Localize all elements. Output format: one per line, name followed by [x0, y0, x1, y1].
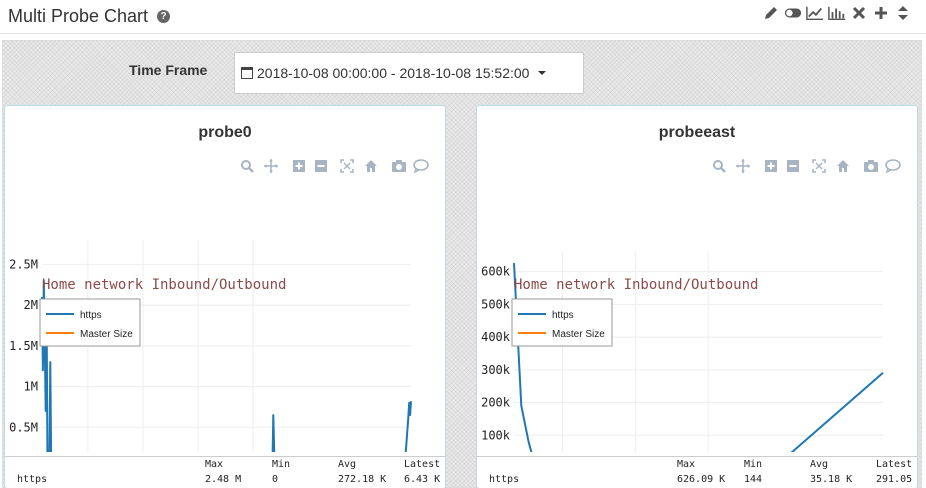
stats-header-latest: Latest — [876, 459, 912, 470]
modebar — [697, 158, 917, 176]
stats-avg: 35.18 K — [810, 474, 852, 485]
y-tick-label: 100k — [481, 428, 511, 442]
zoom-out-icon[interactable] — [313, 158, 329, 174]
chart-panel-probe0: probe0 00.5M1M1.5M2M2.5M12:0013:0014:001… — [4, 105, 446, 488]
y-tick-label: 300k — [481, 363, 511, 377]
chart-title: probeeast — [477, 124, 917, 142]
help-icon[interactable]: ? — [157, 10, 170, 23]
y-tick-label: 1.5M — [9, 339, 38, 353]
stats-header-latest: Latest — [404, 459, 440, 470]
legend-label[interactable]: Master Size — [552, 329, 605, 340]
stats-header-max: Max — [677, 459, 695, 470]
y-tick-label: 500k — [481, 297, 511, 311]
line-chart-icon[interactable] — [806, 4, 824, 22]
autoscale-icon[interactable] — [339, 158, 355, 174]
time-frame-picker[interactable]: 2018-10-08 00:00:00 - 2018-10-08 15:52:0… — [234, 52, 584, 94]
chart-plot: 0100k200k300k400k500k600k15:2015:3015:40… — [477, 162, 917, 452]
zoom-in-icon[interactable] — [763, 158, 779, 174]
stats-header: Max Min Avg Latest — [477, 459, 917, 473]
stats-table: Max Min Avg Latest https 626.09 K 144 35… — [477, 456, 917, 488]
modebar — [225, 158, 445, 176]
stats-series-name: https — [17, 474, 47, 485]
chart-panel-probeeast: probeeast 0100k200k300k400k500k600k15:20… — [476, 105, 918, 488]
pencil-icon[interactable] — [762, 4, 780, 22]
time-frame-value: 2018-10-08 00:00:00 - 2018-10-08 15:52:0… — [257, 65, 529, 81]
zoom-out-icon[interactable] — [785, 158, 801, 174]
camera-icon[interactable] — [863, 158, 879, 174]
stats-series-name: https — [489, 474, 519, 485]
legend-label[interactable]: https — [552, 310, 574, 321]
table-row: https 626.09 K 144 35.18 K 291.05 — [477, 474, 917, 488]
close-icon[interactable] — [850, 4, 868, 22]
stats-header-max: Max — [205, 459, 223, 470]
stats-latest: 291.05 — [876, 474, 912, 485]
content-frame: Time Frame 2018-10-08 00:00:00 - 2018-10… — [2, 40, 922, 488]
bar-chart-icon[interactable] — [828, 4, 846, 22]
chart-title: probe0 — [5, 124, 445, 142]
y-tick-label: 2.5M — [9, 257, 38, 271]
stats-header-min: Min — [272, 459, 290, 470]
stats-header: Max Min Avg Latest — [5, 459, 445, 473]
stats-table: Max Min Avg Latest https 2.48 M 0 272.18… — [5, 456, 445, 488]
toolbar — [762, 4, 912, 22]
y-tick-label: 2M — [24, 298, 38, 312]
camera-icon[interactable] — [391, 158, 407, 174]
zoom-icon[interactable] — [711, 158, 727, 174]
stats-avg: 272.18 K — [338, 474, 386, 485]
legend-label[interactable]: https — [80, 310, 102, 321]
chart-annotation: Home network Inbound/Outbound — [514, 277, 758, 293]
comment-icon[interactable] — [413, 158, 429, 174]
y-tick-label: 1M — [24, 380, 38, 394]
chart-plot: 00.5M1M1.5M2M2.5M12:0013:0014:0015:00Oct… — [5, 162, 445, 452]
stats-header-avg: Avg — [338, 459, 356, 470]
y-tick-label: 400k — [481, 330, 511, 344]
chevron-down-icon — [538, 71, 546, 75]
y-tick-label: 0.5M — [9, 420, 38, 434]
calendar-icon — [241, 67, 253, 79]
y-tick-label: 600k — [481, 265, 511, 279]
page-title: Multi Probe Chart — [8, 6, 148, 27]
chart-annotation: Home network Inbound/Outbound — [42, 277, 286, 293]
home-icon[interactable] — [363, 158, 379, 174]
stats-min: 0 — [272, 474, 278, 485]
chart-legend: https Master Size — [512, 299, 612, 346]
pan-icon[interactable] — [263, 158, 279, 174]
y-tick-label: 200k — [481, 396, 511, 410]
stats-min: 144 — [744, 474, 762, 485]
chart-legend: https Master Size — [40, 299, 140, 346]
zoom-icon[interactable] — [239, 158, 255, 174]
table-row: https 2.48 M 0 272.18 K 6.43 K — [5, 474, 445, 488]
stats-max: 2.48 M — [205, 474, 241, 485]
header-bar: Multi Probe Chart ? — [0, 0, 926, 34]
comment-icon[interactable] — [885, 158, 901, 174]
toggle-icon[interactable] — [784, 4, 802, 22]
stats-header-avg: Avg — [810, 459, 828, 470]
sort-icon[interactable] — [894, 4, 912, 22]
stats-latest: 6.43 K — [404, 474, 440, 485]
pan-icon[interactable] — [735, 158, 751, 174]
home-icon[interactable] — [835, 158, 851, 174]
zoom-in-icon[interactable] — [291, 158, 307, 174]
time-frame-label: Time Frame — [129, 62, 207, 78]
autoscale-icon[interactable] — [811, 158, 827, 174]
legend-label[interactable]: Master Size — [80, 329, 133, 340]
stats-header-min: Min — [744, 459, 762, 470]
plus-icon[interactable] — [872, 4, 890, 22]
stats-max: 626.09 K — [677, 474, 725, 485]
